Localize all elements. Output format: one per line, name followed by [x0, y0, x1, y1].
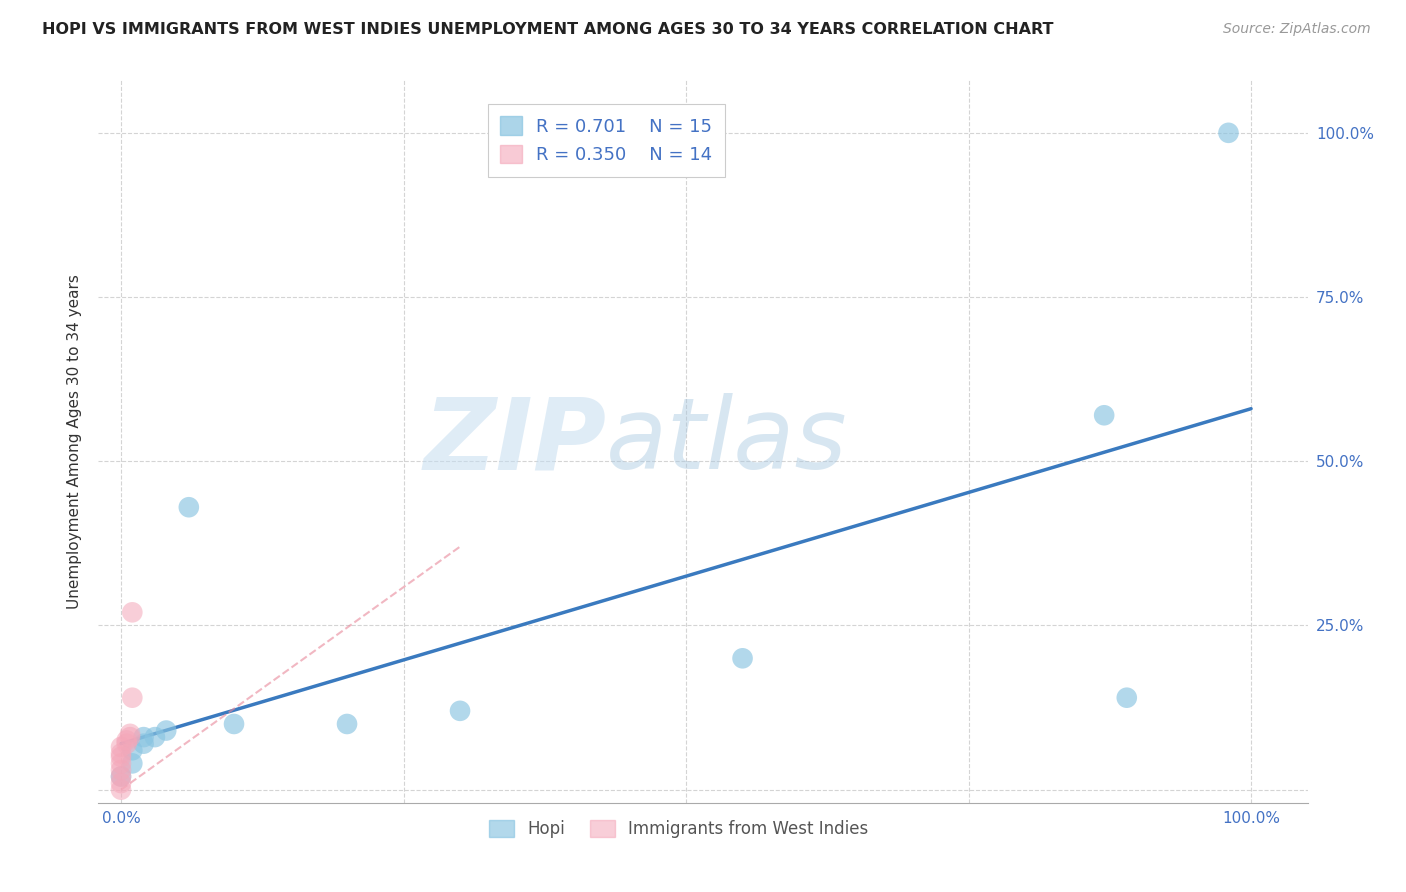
- Text: atlas: atlas: [606, 393, 848, 490]
- Point: [336, 717, 359, 731]
- Point: [222, 717, 245, 731]
- Point: [132, 737, 155, 751]
- Point: [121, 605, 143, 619]
- Point: [1218, 126, 1240, 140]
- Point: [110, 770, 132, 784]
- Point: [110, 739, 132, 754]
- Point: [110, 763, 132, 777]
- Text: HOPI VS IMMIGRANTS FROM WEST INDIES UNEMPLOYMENT AMONG AGES 30 TO 34 YEARS CORRE: HOPI VS IMMIGRANTS FROM WEST INDIES UNEM…: [42, 22, 1053, 37]
- Point: [110, 782, 132, 797]
- Point: [143, 730, 166, 744]
- Legend: Hopi, Immigrants from West Indies: Hopi, Immigrants from West Indies: [482, 814, 876, 845]
- Point: [121, 756, 143, 771]
- Point: [121, 743, 143, 757]
- Y-axis label: Unemployment Among Ages 30 to 34 years: Unemployment Among Ages 30 to 34 years: [67, 274, 83, 609]
- Point: [120, 727, 142, 741]
- Point: [115, 737, 138, 751]
- Point: [449, 704, 471, 718]
- Point: [110, 756, 132, 771]
- Point: [155, 723, 177, 738]
- Text: Source: ZipAtlas.com: Source: ZipAtlas.com: [1223, 22, 1371, 37]
- Point: [121, 690, 143, 705]
- Point: [177, 500, 200, 515]
- Point: [110, 749, 132, 764]
- Point: [731, 651, 754, 665]
- Point: [110, 747, 132, 761]
- Point: [115, 733, 138, 747]
- Point: [1092, 409, 1115, 423]
- Text: ZIP: ZIP: [423, 393, 606, 490]
- Point: [120, 730, 142, 744]
- Point: [1115, 690, 1137, 705]
- Point: [110, 770, 132, 784]
- Point: [132, 730, 155, 744]
- Point: [110, 776, 132, 790]
